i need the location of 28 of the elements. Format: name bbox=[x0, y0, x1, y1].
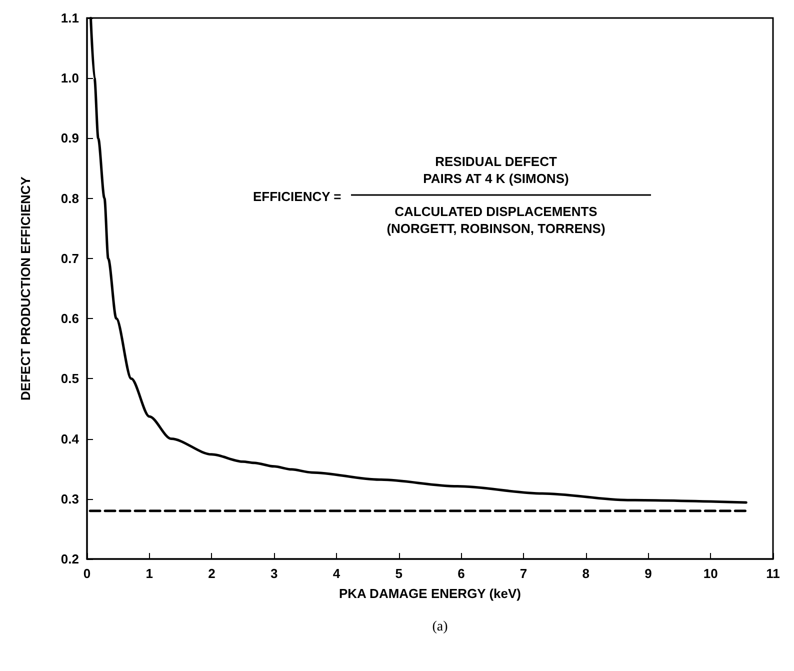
x-tick-label: 7 bbox=[520, 566, 528, 581]
x-tick-label: 5 bbox=[395, 566, 402, 581]
y-tick-label: 0.8 bbox=[60, 190, 79, 206]
x-tick-label: 9 bbox=[644, 566, 652, 581]
x-tick-label: 10 bbox=[703, 566, 718, 581]
y-axis-title: DEFECT PRODUCTION EFFICIENCY bbox=[18, 176, 33, 400]
y-tick-label: 0.2 bbox=[60, 552, 79, 566]
x-tick-label: 1 bbox=[146, 566, 153, 581]
x-tick-label: 6 bbox=[458, 566, 465, 581]
x-tick-label: 11 bbox=[766, 566, 780, 581]
y-tick-label: 0.4 bbox=[60, 431, 80, 446]
annotation: EFFICIENCY = bbox=[253, 189, 342, 204]
y-tick-label: 0.5 bbox=[60, 371, 79, 386]
y-tick-label: 0.9 bbox=[60, 130, 79, 146]
y-tick-label: 1.1 bbox=[60, 10, 79, 26]
x-tick-label: 3 bbox=[270, 566, 278, 581]
annotation: RESIDUAL DEFECT PAIRS AT 4 K (SIMONS) bbox=[423, 154, 569, 186]
x-tick-label: 4 bbox=[332, 566, 341, 581]
y-tick-label: 0.3 bbox=[60, 491, 79, 506]
x-tick-label: 0 bbox=[83, 566, 91, 581]
x-tick-label: 8 bbox=[582, 566, 590, 581]
annotation: CALCULATED DISPLACEMENTS (NORGETT, ROBINSON, TORRENS) bbox=[386, 204, 606, 236]
y-tick-label: 0.7 bbox=[60, 250, 79, 266]
x-tick-label: 2 bbox=[208, 566, 216, 581]
y-tick-label: 1.0 bbox=[60, 70, 79, 86]
text: (a) bbox=[432, 620, 448, 634]
y-tick-label: 0.6 bbox=[60, 311, 79, 326]
x-axis-title: PKA DAMAGE ENERGY (keV) bbox=[338, 586, 522, 601]
